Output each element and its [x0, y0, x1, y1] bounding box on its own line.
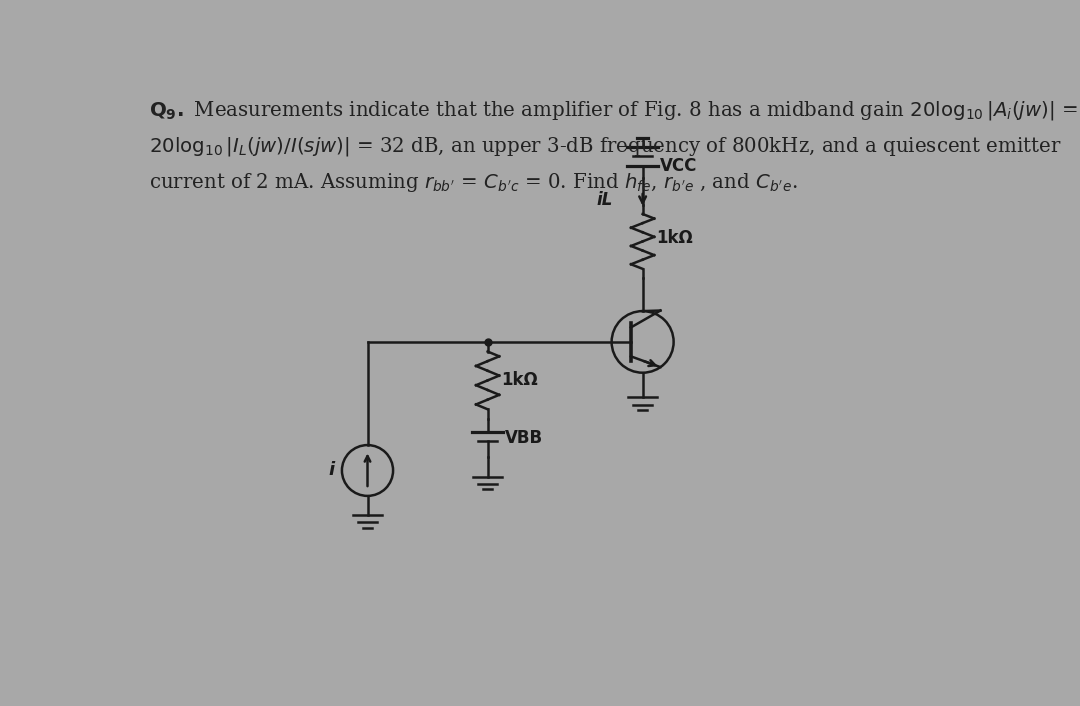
Text: $20\log_{10}|I_L(jw)/I(sjw)|$ = 32 dB, an upper 3-dB frequency of 800kHz, and a : $20\log_{10}|I_L(jw)/I(sjw)|$ = 32 dB, a… — [149, 135, 1062, 157]
Text: $\mathbf{Q_9.}$ Measurements indicate that the amplifier of Fig. 8 has a midband: $\mathbf{Q_9.}$ Measurements indicate th… — [149, 99, 1078, 121]
Text: 1kΩ: 1kΩ — [657, 229, 693, 246]
Text: 1kΩ: 1kΩ — [501, 371, 538, 390]
Text: i: i — [328, 462, 335, 479]
Text: VCC: VCC — [660, 157, 697, 174]
Text: iL: iL — [597, 191, 613, 209]
Text: current of 2 mA. Assuming $r_{bb'}$ = $C_{b'c}$ = 0. Find $h_{fe}$, $r_{b'e}$ , : current of 2 mA. Assuming $r_{bb'}$ = $C… — [149, 171, 797, 194]
Text: VBB: VBB — [504, 429, 543, 447]
